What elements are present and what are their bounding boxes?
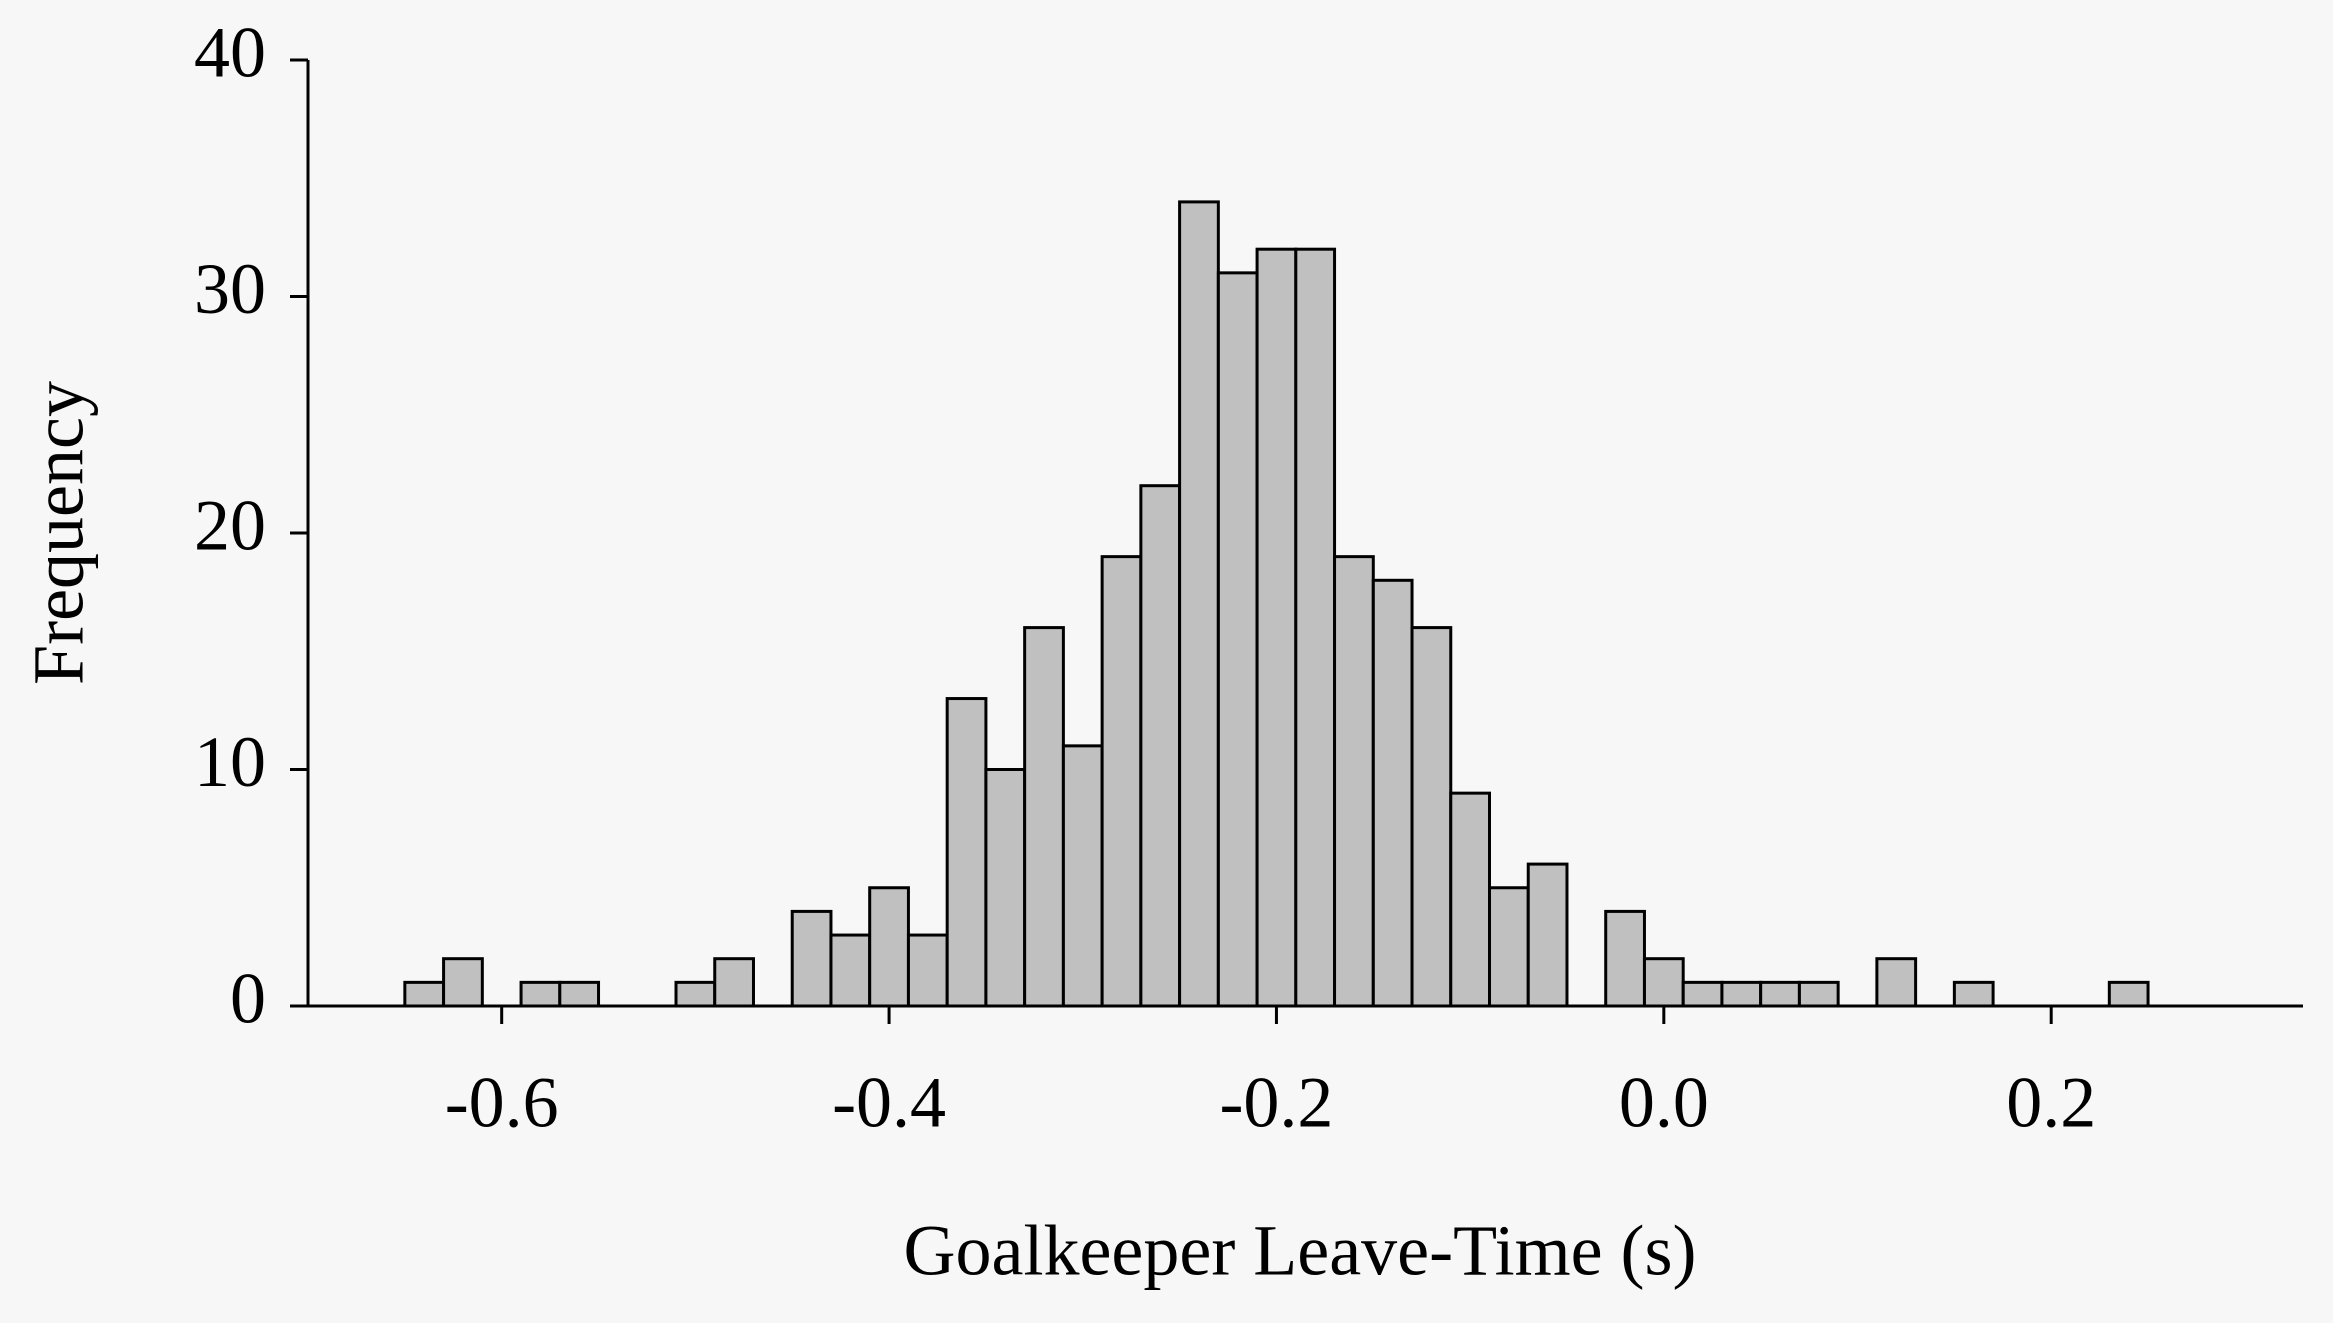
bar — [1681, 980, 1724, 1008]
x-tick-label: 0.2 — [2006, 1063, 2096, 1143]
bar — [1488, 886, 1530, 1008]
bar — [1604, 909, 1646, 1008]
bar — [1797, 980, 1840, 1008]
bar — [1139, 484, 1182, 1008]
bar — [1023, 626, 1065, 1008]
bar — [1333, 555, 1375, 1008]
bar — [403, 980, 446, 1008]
bar — [674, 980, 717, 1008]
bar — [1255, 247, 1298, 1008]
bar — [829, 933, 872, 1008]
bar — [519, 980, 562, 1008]
bar — [790, 909, 833, 1008]
bar — [906, 933, 949, 1008]
x-tick-label: -0.6 — [445, 1063, 559, 1143]
bar — [2107, 980, 2150, 1008]
bar — [1875, 957, 1918, 1008]
y-axis-label: Frequency — [19, 381, 99, 685]
bar — [558, 980, 601, 1008]
bar — [1294, 247, 1337, 1008]
y-tick-label: 0 — [230, 959, 266, 1039]
bar — [1642, 957, 1685, 1008]
bar — [1720, 980, 1763, 1008]
y-tick-label: 30 — [194, 249, 266, 329]
bar — [1952, 980, 1995, 1008]
bar — [442, 957, 484, 1008]
bar — [984, 768, 1027, 1008]
bar — [868, 886, 910, 1008]
x-tick-label: -0.4 — [832, 1063, 946, 1143]
y-tick-label: 40 — [194, 13, 266, 93]
bar — [1061, 744, 1104, 1008]
bar — [1178, 200, 1220, 1008]
x-tick-label: -0.2 — [1219, 1063, 1333, 1143]
y-tick-label: 20 — [194, 486, 266, 566]
bar — [1216, 271, 1259, 1008]
bar — [1100, 555, 1143, 1008]
bar — [1759, 980, 1801, 1008]
bar — [945, 697, 988, 1008]
bar — [1410, 626, 1453, 1008]
bar — [1449, 791, 1492, 1008]
bar — [1526, 862, 1569, 1008]
bar — [1371, 578, 1414, 1008]
bar — [713, 957, 755, 1008]
y-tick-label: 10 — [194, 722, 266, 802]
x-axis-label: Goalkeeper Leave-Time (s) — [903, 1211, 1696, 1291]
x-tick-label: 0.0 — [1619, 1063, 1709, 1143]
